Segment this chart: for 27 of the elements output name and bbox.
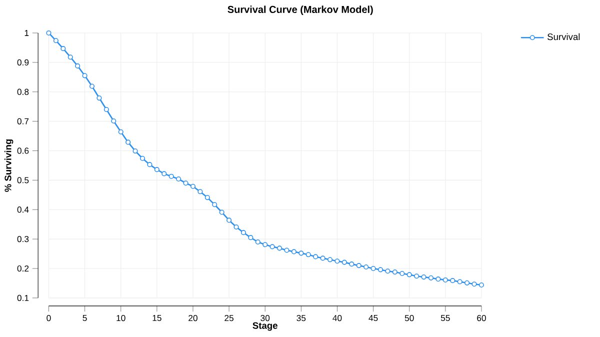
y-tick-label: 0.1	[17, 295, 29, 302]
y-tick-label: 0.6	[17, 148, 29, 154]
y-axis-title: % Surviving	[4, 140, 14, 192]
chart-title: Survival Curve (Markov Model)	[228, 6, 373, 16]
x-tick-label: 35	[296, 315, 306, 322]
x-tick-label: 50	[404, 315, 414, 322]
x-axis-title: Stage	[252, 322, 278, 331]
y-tick-label: 0.4	[17, 206, 29, 213]
x-tick-label: 40	[332, 315, 342, 322]
legend-label: Survival	[548, 33, 580, 40]
y-tick-label: 0.9	[17, 60, 29, 66]
x-tick-label: 10	[116, 315, 126, 322]
y-tick-label: 0.7	[17, 118, 29, 125]
x-tick-label: 60	[477, 315, 486, 322]
x-tick-label: 55	[440, 315, 450, 322]
x-tick-label: 25	[224, 315, 234, 322]
x-tick-label: 45	[368, 315, 378, 322]
x-tick-label: 30	[260, 315, 270, 322]
x-tick-label: 5	[82, 315, 87, 322]
x-tick-label: 0	[46, 315, 51, 322]
y-tick-label: 1	[24, 30, 29, 36]
y-tick-label: 0.2	[17, 266, 29, 272]
x-tick-label: 20	[188, 315, 198, 322]
y-tick-label: 0.5	[17, 177, 29, 184]
y-tick-label: 0.3	[17, 236, 29, 242]
x-tick-label: 15	[152, 315, 162, 322]
y-tick-label: 0.8	[17, 89, 29, 96]
